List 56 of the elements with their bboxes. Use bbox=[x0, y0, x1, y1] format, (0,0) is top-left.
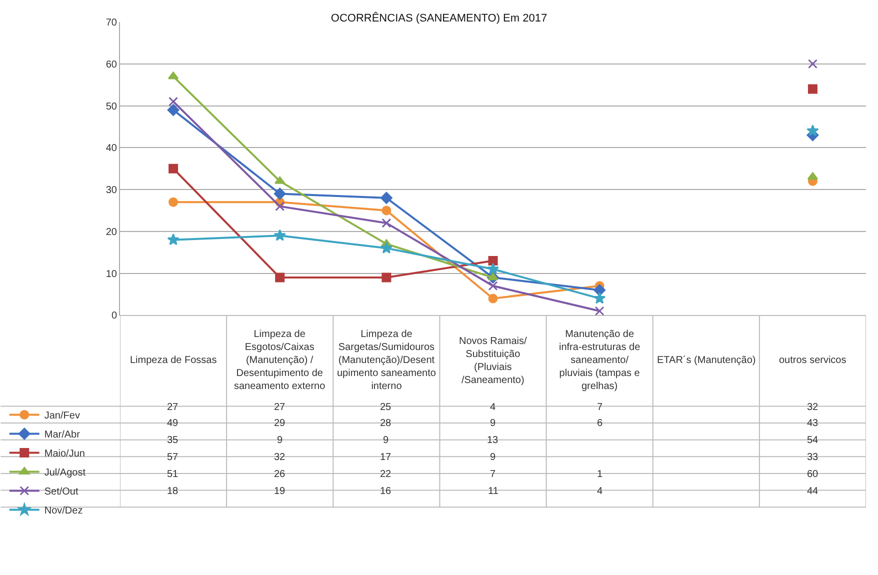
x-tick-label: Limpeza de Esgotos/Caixas (Manutenção) / Desentupimento de saneamento externo bbox=[234, 329, 326, 392]
data-label: 16 bbox=[380, 486, 392, 497]
data-label: 51 bbox=[167, 469, 179, 480]
data-label: 25 bbox=[380, 402, 392, 413]
y-tick-label: 0 bbox=[111, 310, 118, 322]
y-tick-label: 30 bbox=[106, 185, 118, 196]
data-label: 19 bbox=[274, 486, 286, 497]
data-label: 27 bbox=[167, 402, 179, 413]
data-label: 60 bbox=[807, 469, 819, 480]
data-label: 9 bbox=[490, 418, 496, 429]
y-tick-label: 70 bbox=[106, 18, 118, 28]
legend-label: Maio/Jun bbox=[44, 448, 85, 460]
data-label: 35 bbox=[167, 435, 179, 446]
x-tick-label: outros servicos bbox=[779, 355, 846, 366]
data-label: 29 bbox=[274, 418, 286, 429]
data-label: 27 bbox=[274, 402, 286, 413]
legend-label: Set/Out bbox=[44, 486, 78, 498]
legend-label: Jul/Agost bbox=[44, 468, 86, 479]
data-label: 7 bbox=[490, 469, 496, 480]
data-label: 4 bbox=[597, 486, 603, 497]
legend-label: Nov/Dez bbox=[44, 506, 83, 517]
data-label: 4 bbox=[490, 402, 496, 413]
y-tick-label: 50 bbox=[106, 101, 118, 112]
data-label: 43 bbox=[807, 418, 819, 429]
data-label: 54 bbox=[807, 435, 819, 446]
x-tick-label: Limpeza de Sargetas/Sumidouros (Manutenção)/Desentupimento saneamento interno bbox=[337, 329, 436, 392]
data-label: 1 bbox=[597, 469, 603, 480]
y-tick-label: 20 bbox=[106, 226, 118, 238]
data-label: 17 bbox=[380, 452, 392, 463]
x-tick-label: Manutenção de infra-estruturas de saneamento/ pluviais (tampas e grelhas) bbox=[559, 329, 641, 392]
legend-label: Jan/Fev bbox=[44, 410, 80, 422]
data-label: 32 bbox=[274, 452, 286, 463]
data-label: 9 bbox=[277, 435, 283, 446]
legend-label: Mar/Abr bbox=[44, 430, 81, 441]
data-label: 33 bbox=[807, 452, 819, 463]
chart-title: OCORRÊNCIAS (SANEAMENTO) Em 2017 bbox=[330, 12, 548, 25]
data-label: 18 bbox=[167, 486, 179, 497]
y-tick-label: 60 bbox=[106, 59, 118, 70]
data-label: 13 bbox=[487, 435, 499, 446]
data-label: 57 bbox=[167, 452, 179, 463]
data-label: 9 bbox=[383, 435, 389, 446]
data-label: 9 bbox=[490, 452, 496, 463]
data-label: 22 bbox=[380, 469, 392, 480]
y-tick-label: 10 bbox=[106, 268, 118, 280]
data-label: 32 bbox=[807, 402, 819, 413]
data-label: 6 bbox=[597, 418, 603, 429]
x-tick-label: Limpeza de Fossas bbox=[130, 355, 217, 366]
data-label: 28 bbox=[380, 418, 392, 429]
data-label: 7 bbox=[597, 402, 603, 413]
data-label: 11 bbox=[488, 486, 499, 497]
x-tick-label: Novos Ramais/ Substituição (Pluviais /Saneamento) bbox=[459, 336, 528, 386]
data-label: 44 bbox=[807, 486, 819, 497]
data-label: 49 bbox=[167, 418, 179, 429]
data-label: 26 bbox=[274, 469, 286, 480]
x-tick-label: ETAR´s (Manutenção) bbox=[657, 355, 756, 366]
y-tick-label: 40 bbox=[106, 143, 118, 154]
